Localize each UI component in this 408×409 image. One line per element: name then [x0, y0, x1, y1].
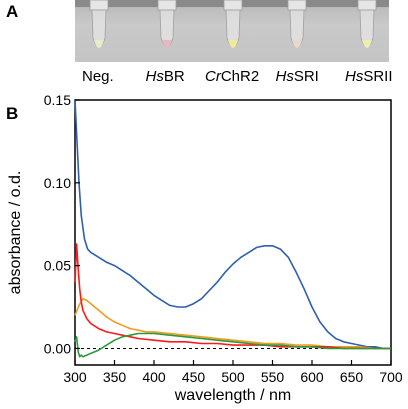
x-tick-label: 650: [340, 369, 364, 385]
sample-label: HsSRI: [276, 68, 319, 85]
sample-tube: [223, 0, 243, 48]
panel-b-label: B: [6, 104, 19, 123]
sample-tubes-photo: [75, 0, 389, 62]
sample-label: CrChR2: [205, 68, 259, 85]
sample-label-name: ChR2: [220, 68, 260, 85]
sample-label-prefix: Hs: [145, 68, 164, 85]
x-tick-label: 350: [103, 369, 127, 385]
tubes-svg: [75, 0, 389, 48]
x-tick-label: 600: [300, 369, 324, 385]
sample-label-prefix: Hs: [275, 68, 294, 85]
y-tick-label: 0.05: [44, 258, 71, 274]
x-tick-label: 500: [221, 369, 245, 385]
sample-label: HsSRII: [345, 68, 393, 85]
spectrum-line-2: [74, 243, 391, 350]
spectrum-line-1: [74, 298, 391, 350]
sample-tube: [157, 0, 177, 48]
sample-label-name: SRII: [363, 68, 393, 85]
sample-label-name: SRI: [293, 68, 319, 85]
sample-tube: [357, 0, 377, 48]
sample-label: Neg.: [82, 68, 114, 85]
sample-label-prefix: Cr: [205, 68, 221, 85]
sample-label-prefix: Hs: [345, 68, 364, 85]
y-tick-label: 0.15: [44, 95, 71, 108]
x-axis-label: wavelength / nm: [174, 387, 292, 404]
absorbance-spectrum-chart: 300 350 400 450 500 550 600 650 700 0.00 0.05 0.10…: [7, 95, 403, 404]
y-tick-label: 0.00: [44, 340, 71, 356]
sample-tube: [287, 0, 307, 48]
x-tick-label: 450: [182, 369, 206, 385]
x-tick-label: 400: [142, 369, 166, 385]
spectrum-line-0: [74, 99, 391, 350]
panel-a-label: A: [6, 2, 19, 21]
spectrum-line-3: [74, 332, 391, 358]
y-tick-label: 0.10: [44, 175, 71, 191]
sample-label-name: BR: [163, 68, 185, 85]
sample-tube: [89, 0, 109, 48]
x-tick-label: 550: [261, 369, 285, 385]
sample-label-name: Neg.: [82, 68, 114, 85]
x-tick-label: 700: [379, 369, 403, 385]
x-tick-label: 300: [63, 369, 87, 385]
y-axis-label: absorbance / o.d.: [7, 171, 24, 295]
sample-label: HsBR: [146, 68, 185, 85]
